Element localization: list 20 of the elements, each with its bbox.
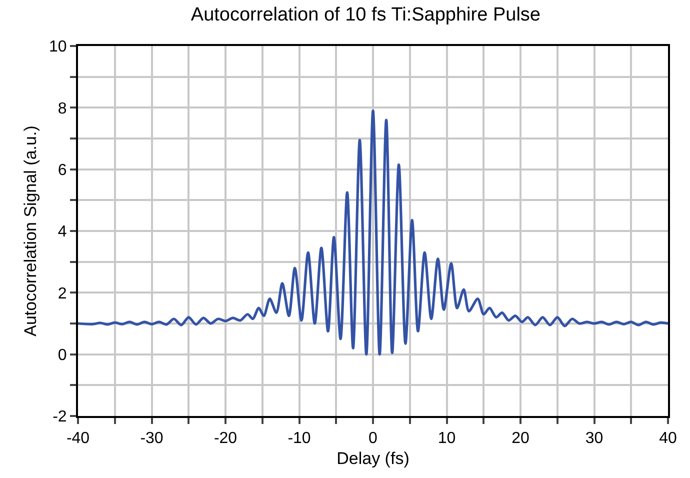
- x-tick-label: 30: [585, 430, 604, 448]
- x-tick-label: -40: [66, 430, 90, 448]
- x-tick-label: 10: [438, 430, 456, 448]
- y-axis-title: Autocorrelation Signal (a.u.): [21, 126, 40, 336]
- y-tick-label: 4: [58, 224, 67, 241]
- line-series: [78, 109, 668, 356]
- y-tick-label: 6: [58, 162, 67, 179]
- y-tick-label: 10: [49, 38, 67, 56]
- y-tick-label: -2: [52, 408, 67, 426]
- y-tick-label: 0: [58, 346, 67, 364]
- x-tick-label: -30: [140, 430, 164, 448]
- x-tick-label: -10: [288, 430, 311, 448]
- x-tick-label: 20: [512, 430, 530, 448]
- x-tick-label: 0: [368, 430, 378, 448]
- x-axis-title: Delay (fs): [336, 449, 410, 468]
- chart-title: Autocorrelation of 10 fs Ti:Sapphire Pulse: [190, 4, 540, 26]
- y-tick-label: 8: [58, 100, 67, 118]
- x-tick-label: 40: [659, 430, 677, 448]
- x-tick-label: -20: [214, 430, 238, 448]
- y-tick-label: 2: [58, 285, 67, 302]
